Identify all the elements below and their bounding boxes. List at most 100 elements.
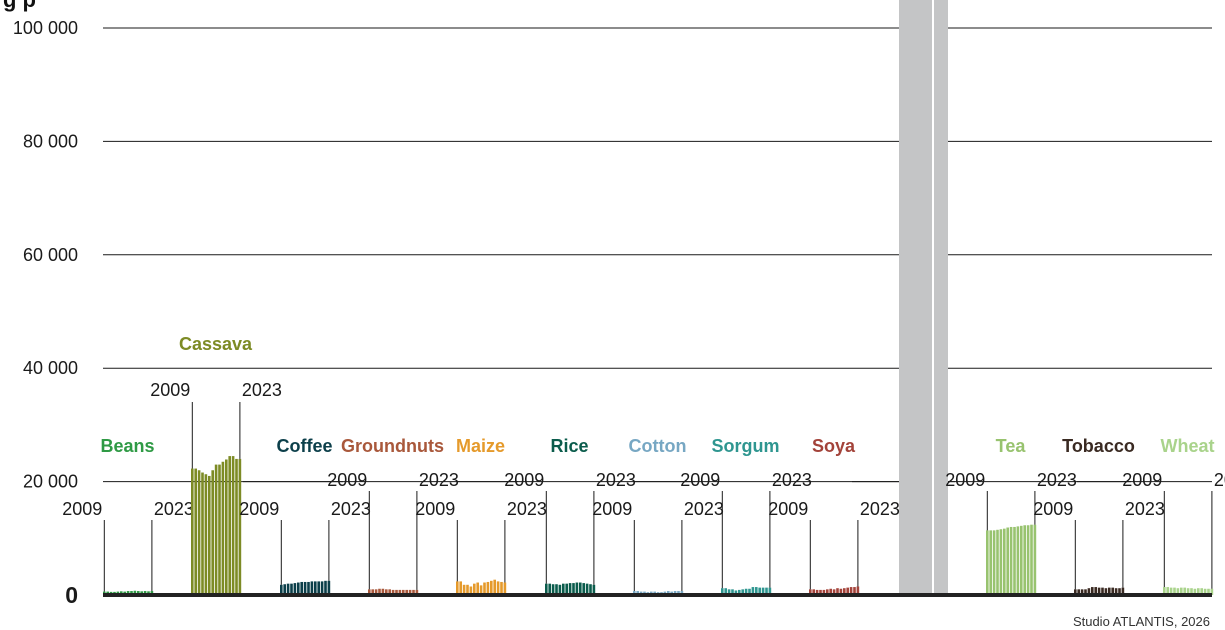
year-label: 2023 <box>772 470 812 490</box>
bar <box>1200 588 1203 595</box>
bar <box>748 588 751 595</box>
bar <box>286 583 290 595</box>
bar <box>300 581 303 595</box>
bar <box>819 589 822 595</box>
bar <box>815 589 819 595</box>
year-label: 2009 <box>945 470 985 490</box>
bar <box>283 584 286 595</box>
bar <box>476 582 479 595</box>
bar <box>575 582 579 595</box>
series-maize: 2009 2023 Maize <box>415 436 547 595</box>
bar <box>459 581 462 595</box>
bar <box>1121 587 1125 595</box>
bar <box>398 589 402 595</box>
bar <box>849 587 853 595</box>
bar <box>999 529 1003 595</box>
bar <box>479 585 483 595</box>
bar <box>755 587 758 595</box>
bar <box>1006 527 1009 595</box>
series-label: Cotton <box>629 436 687 456</box>
bar <box>238 458 242 595</box>
bar <box>853 587 856 595</box>
bar <box>197 470 201 595</box>
bar <box>486 581 490 595</box>
bar <box>327 580 331 595</box>
bar <box>558 584 562 595</box>
bar <box>846 587 849 595</box>
year-label: 2023 <box>154 499 194 519</box>
bar <box>839 588 843 595</box>
bar <box>589 584 592 595</box>
bar <box>1023 525 1026 595</box>
bar <box>307 581 310 595</box>
year-label: 2009 <box>150 380 190 400</box>
bar <box>374 589 378 595</box>
bar <box>297 582 300 595</box>
bar <box>293 583 297 595</box>
series-label: Cassava <box>179 334 253 354</box>
bar <box>1210 588 1214 595</box>
series-sorgum: 2009 2023 Sorgum <box>680 436 812 595</box>
bar <box>809 589 812 595</box>
series-label: Sorgum <box>711 436 779 456</box>
bar <box>758 587 761 595</box>
bar <box>572 583 575 595</box>
bar <box>1026 525 1030 595</box>
bar <box>741 589 744 595</box>
bar <box>415 589 419 595</box>
year-label: 2009 <box>415 499 455 519</box>
y-axis-tick-labels: 0 20 000 40 000 60 000 80 000 100 000 <box>13 18 78 608</box>
bar <box>1084 589 1087 595</box>
year-label: 2023 <box>242 380 282 400</box>
bar <box>1173 587 1176 595</box>
bar <box>1080 589 1084 595</box>
bar <box>503 582 507 595</box>
bar <box>562 583 565 595</box>
year-label: 2009 <box>680 470 720 490</box>
bar <box>1169 587 1173 595</box>
bar <box>378 588 381 595</box>
bar <box>228 456 231 595</box>
bar <box>231 456 235 595</box>
bar <box>765 587 768 595</box>
bar <box>405 589 408 595</box>
year-label: 2009 <box>62 499 102 519</box>
year-label: 2023 <box>507 499 547 519</box>
year-label: 2023 <box>684 499 724 519</box>
series-tea: 2009 2023 Tea <box>945 436 1077 595</box>
bar <box>1186 588 1190 595</box>
bar <box>1183 587 1186 595</box>
bar <box>194 468 197 595</box>
bar <box>391 589 395 595</box>
bar <box>324 580 327 595</box>
bar <box>402 589 405 595</box>
year-label: 2009 <box>239 499 279 519</box>
bar <box>1097 587 1101 595</box>
y-tick-label: 80 000 <box>23 131 78 151</box>
bars: 2009 2023 Beans 2009 2023 Cassava 2009 2023 Coff… <box>62 334 1225 595</box>
year-label: 2023 <box>1037 470 1077 490</box>
series-cassava: 2009 2023 Cassava <box>150 334 282 595</box>
bar <box>585 583 589 595</box>
bar <box>1013 526 1016 595</box>
bar <box>466 584 469 595</box>
bar <box>1016 526 1020 595</box>
bar <box>1163 587 1166 595</box>
bar <box>317 581 320 595</box>
bar <box>812 589 815 595</box>
series-label: Rice <box>550 436 588 456</box>
bar <box>1009 526 1013 595</box>
bar <box>490 580 493 595</box>
bar <box>738 589 741 595</box>
bar <box>1020 525 1023 595</box>
gridlines <box>103 27 1212 483</box>
y-tick-label: 100 000 <box>13 18 78 38</box>
year-label: 2023 <box>596 470 636 490</box>
year-label: 2023 <box>331 499 371 519</box>
bar <box>751 587 755 595</box>
bar <box>832 589 836 595</box>
bar <box>1114 588 1118 595</box>
bar <box>280 584 283 595</box>
bar <box>473 583 476 595</box>
